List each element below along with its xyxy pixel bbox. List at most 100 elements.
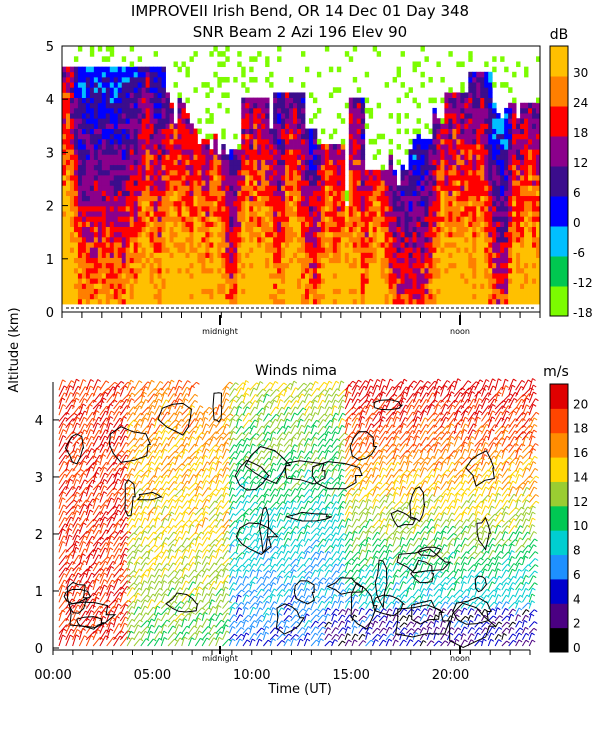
snr-cell — [173, 123, 178, 129]
snr-cell — [62, 169, 67, 176]
snr-cell — [400, 51, 405, 57]
snr-cell — [201, 185, 206, 191]
snr-cell — [181, 175, 186, 181]
snr-cell — [113, 169, 119, 176]
snr-cell — [285, 216, 290, 222]
snr-cell — [528, 149, 533, 155]
snr-cell — [89, 242, 95, 248]
snr-cell — [101, 298, 107, 305]
snr-cell — [404, 242, 409, 248]
snr-cell — [81, 205, 87, 212]
snr-cell — [376, 262, 382, 269]
snr-cell — [504, 226, 509, 233]
snr-cell — [289, 262, 294, 269]
snr-cell — [97, 175, 103, 181]
snr-cell — [304, 138, 310, 145]
snr-cell — [416, 242, 421, 248]
snr-cell — [73, 102, 79, 109]
snr-cell — [273, 107, 278, 114]
snr-cell — [348, 242, 354, 248]
snr-cell — [193, 159, 198, 166]
snr-cell — [440, 164, 445, 171]
snr-cell — [261, 273, 266, 279]
snr-cell — [161, 205, 166, 212]
snr-cell — [456, 61, 461, 68]
snr-cell — [340, 205, 346, 212]
wind-barb-flag — [69, 478, 74, 482]
snr-cell — [352, 138, 358, 145]
snr-cell — [312, 128, 318, 135]
wind-barb-flag — [63, 385, 68, 389]
snr-cell — [285, 180, 290, 186]
snr-cell — [520, 211, 525, 217]
snr-cell — [460, 92, 465, 98]
snr-cell — [257, 200, 262, 207]
snr-cell — [496, 293, 501, 300]
snr-cell — [388, 298, 394, 305]
snr-cell — [324, 164, 330, 171]
snr-cell — [117, 149, 123, 155]
snr-cell — [508, 242, 513, 248]
snr-cell — [85, 175, 91, 181]
snr-cell — [185, 149, 190, 155]
snr-cell — [229, 185, 234, 191]
snr-cell — [89, 195, 95, 202]
snr-cell — [332, 144, 338, 150]
snr-cell — [137, 231, 143, 238]
snr-cell — [496, 298, 501, 305]
snr-cell — [392, 298, 397, 305]
snr-cell — [368, 211, 374, 217]
snr-cell — [281, 175, 286, 181]
snr-cell — [141, 247, 147, 253]
snr-cell — [297, 138, 302, 145]
snr-cell — [348, 247, 354, 253]
snr-cell — [185, 283, 190, 289]
snr-cell — [376, 175, 382, 181]
snr-cell — [229, 149, 234, 155]
snr-cell — [253, 195, 258, 202]
snr-cell — [141, 102, 147, 109]
snr-cell — [484, 144, 489, 150]
snr-cell — [97, 200, 103, 207]
snr-cell — [484, 262, 489, 269]
snr-cell — [125, 252, 131, 258]
snr-cell — [512, 278, 517, 284]
snr-cell — [253, 144, 258, 150]
snr-cell — [448, 133, 453, 140]
snr-cell — [121, 247, 127, 253]
snr-cell — [129, 247, 135, 253]
snr-cell — [301, 262, 306, 269]
snr-cell — [360, 242, 366, 248]
snr-cell — [464, 278, 469, 284]
snr-cell — [304, 257, 310, 264]
snr-cell — [149, 283, 155, 289]
snr-cell — [125, 247, 131, 253]
snr-cell — [420, 298, 425, 305]
snr-cell — [289, 92, 294, 98]
wind-barb-flag — [80, 562, 84, 565]
snr-cell — [301, 231, 306, 238]
snr-cell — [109, 46, 115, 52]
snr-cell — [261, 123, 266, 129]
snr-cell — [352, 262, 358, 269]
snr-cell — [153, 118, 158, 124]
snr-cell — [432, 164, 437, 171]
snr-cell — [456, 252, 461, 258]
snr-cell — [165, 231, 170, 238]
snr-cell — [153, 133, 158, 140]
snr-cell — [352, 123, 358, 129]
snr-cell — [476, 195, 481, 202]
snr-cell — [308, 205, 314, 212]
snr-cell — [281, 149, 286, 155]
snr-cell — [225, 107, 230, 114]
snr-cell — [348, 180, 354, 186]
snr-cell — [396, 298, 401, 305]
snr-cell — [400, 216, 405, 222]
snr-cell — [400, 185, 405, 191]
snr-cell — [452, 149, 457, 155]
snr-cell — [424, 236, 429, 243]
snr-cell — [73, 133, 79, 140]
snr-cell — [109, 216, 115, 222]
snr-cell — [181, 180, 186, 186]
snr-cell — [380, 221, 386, 227]
